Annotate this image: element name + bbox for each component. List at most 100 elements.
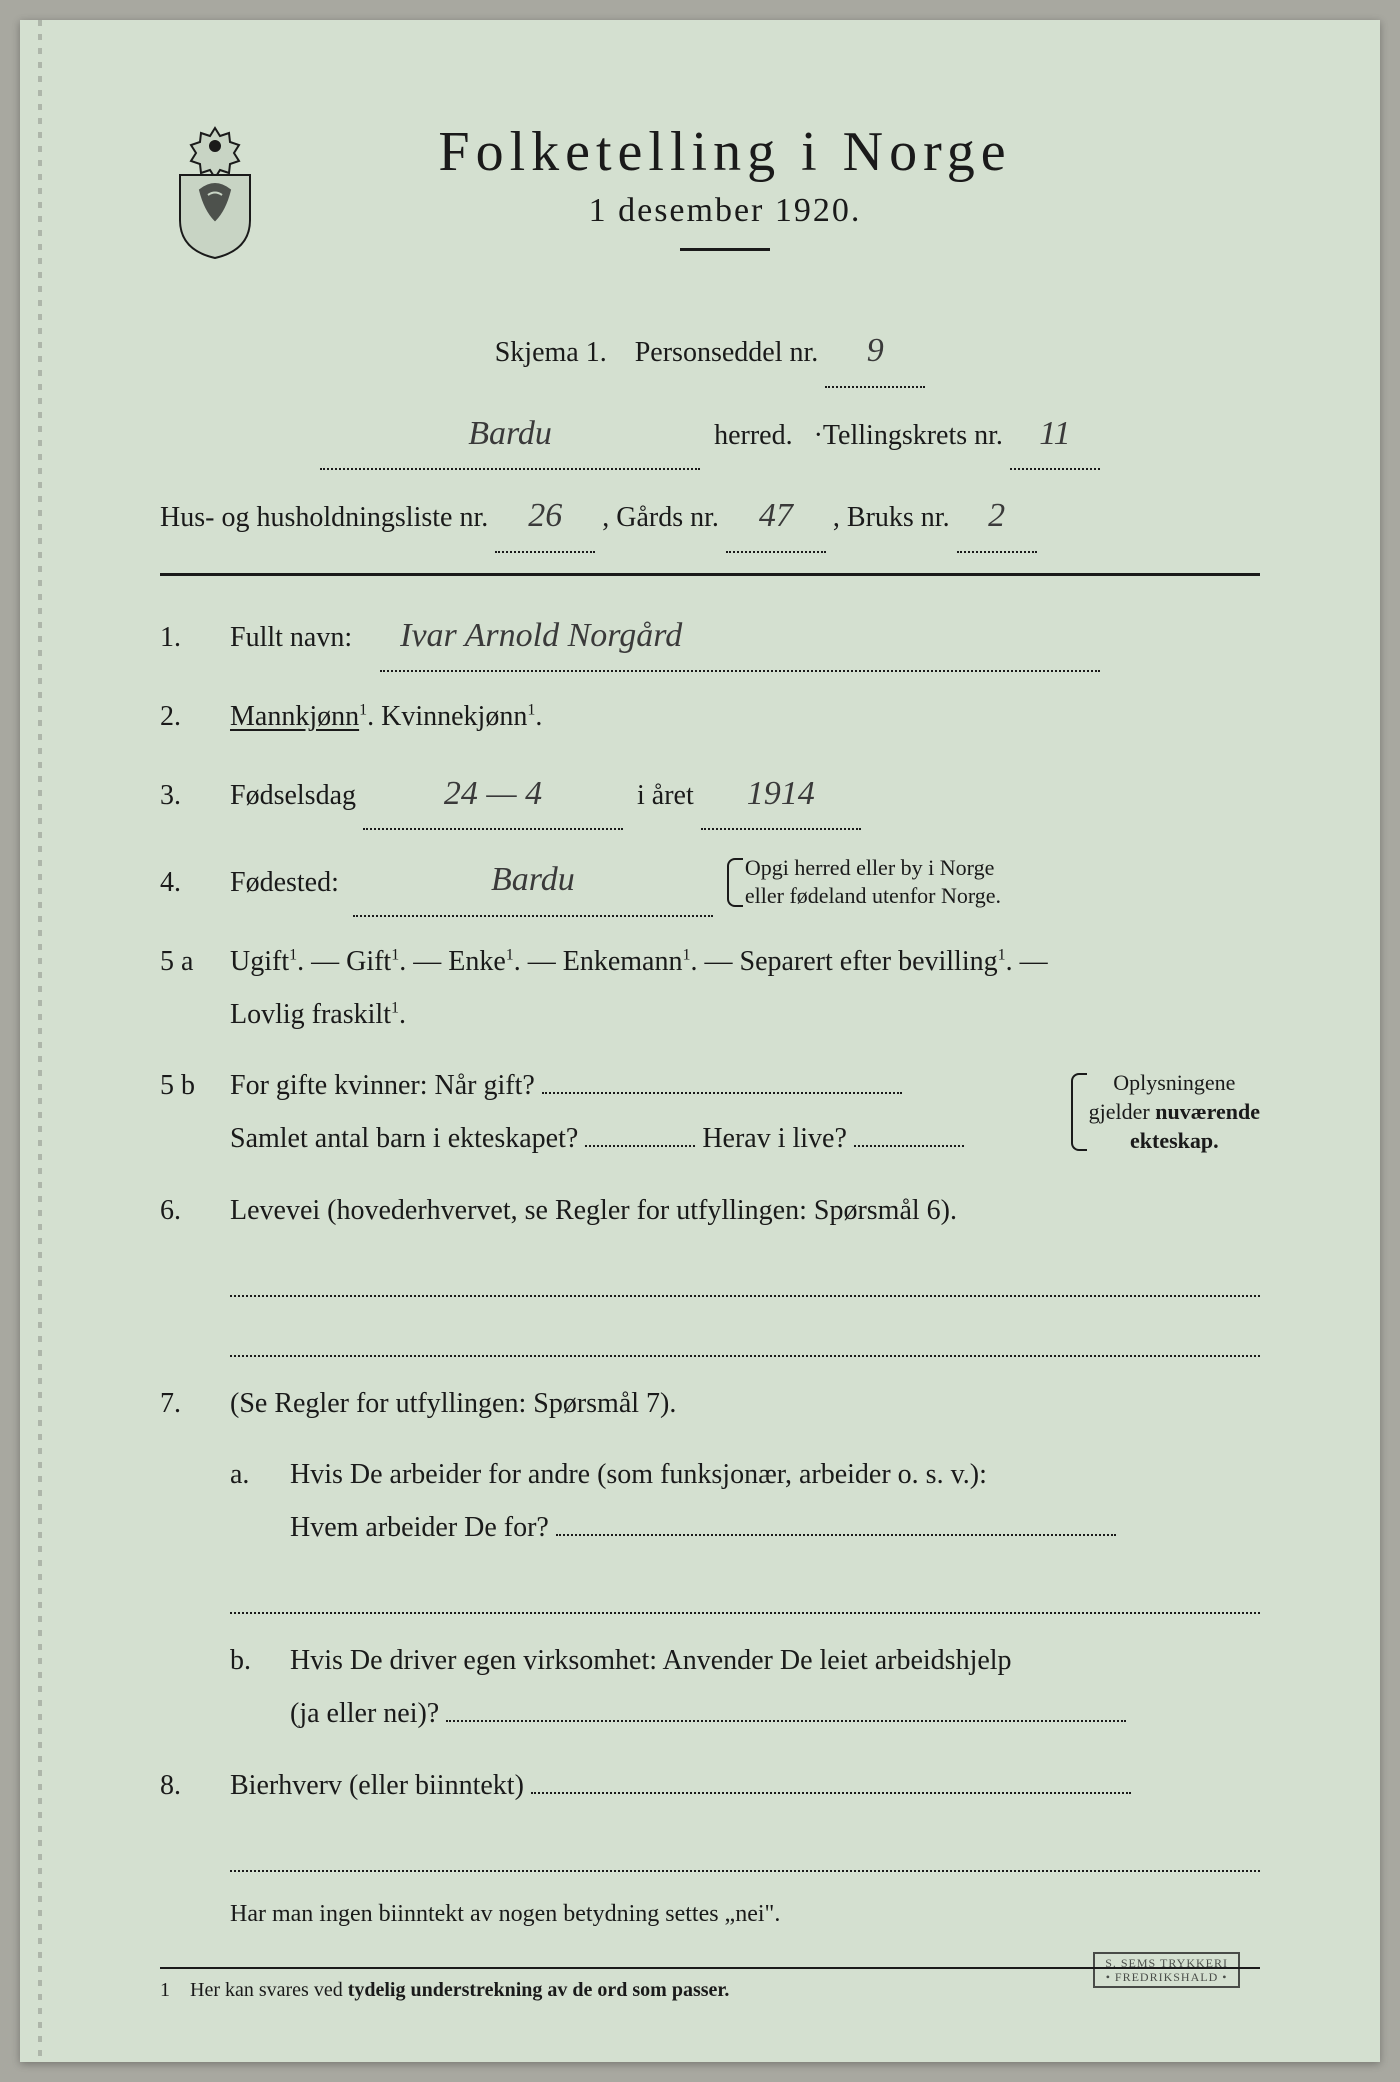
q7a-fill — [556, 1532, 1116, 1536]
q5b-note2: gjelder — [1089, 1099, 1156, 1124]
q4: 4. Fødested: Bardu Opgi herred eller by … — [160, 848, 1260, 917]
q5a-dash: . — — [1006, 946, 1048, 977]
herred-label: herred. — [714, 420, 793, 451]
q6-fill-1 — [230, 1257, 1260, 1297]
q7-text: (Se Regler for utfyllingen: Spørsmål 7). — [230, 1377, 1260, 1430]
q1-label: Fullt navn: — [230, 622, 352, 653]
q4-note1: Opgi herred eller by i Norge — [745, 855, 994, 880]
q4-label: Fødested: — [230, 856, 339, 909]
q5b-ilive — [854, 1143, 964, 1147]
q8-num: 8. — [160, 1759, 210, 1812]
q5a-enke: . — Enke — [399, 946, 506, 977]
gards-nr: 47 — [726, 484, 826, 553]
q1: 1. Fullt navn: Ivar Arnold Norgård — [160, 604, 1260, 673]
herred-line: Bardu herred. ·Tellingskrets nr. 11 — [160, 402, 1260, 471]
q5a-enkemann: . — Enkemann — [514, 946, 683, 977]
gards-label: , Gårds nr. — [602, 502, 719, 533]
q7a-fill-2 — [230, 1574, 1260, 1614]
q4-note2: eller fødeland utenfor Norge. — [745, 883, 1001, 908]
q7b: b. Hvis De driver egen virksomhet: Anven… — [230, 1634, 1260, 1740]
q2-mann: Mannkjønn — [230, 701, 359, 732]
subtitle: 1 desember 1920. — [300, 192, 1150, 230]
q5a-s4: 1 — [683, 946, 691, 963]
herred-value: Bardu — [320, 402, 700, 471]
coat-of-arms-icon — [160, 120, 270, 260]
title-block: Folketelling i Norge 1 desember 1920. — [300, 120, 1260, 279]
q7b-line1: Hvis De driver egen virksomhet: Anvender… — [290, 1645, 1012, 1676]
q6-text: Levevei (hovederhvervet, se Regler for u… — [230, 1184, 1260, 1237]
q4-note: Opgi herred eller by i Norge eller fødel… — [727, 854, 1001, 911]
census-form-page: Folketelling i Norge 1 desember 1920. Sk… — [20, 20, 1380, 2062]
q3: 3. Fødselsdag 24 — 4 i året 1914 — [160, 762, 1260, 831]
hus-line: Hus- og husholdningsliste nr. 26 , Gårds… — [160, 484, 1260, 553]
q7-num: 7. — [160, 1377, 210, 1430]
q3-label: Fødselsdag — [230, 780, 356, 811]
q6-num: 6. — [160, 1184, 210, 1237]
q5a-s1: 1 — [289, 946, 297, 963]
q5b-line2a: Samlet antal barn i ekteskapet? — [230, 1123, 578, 1154]
header: Folketelling i Norge 1 desember 1920. — [160, 120, 1260, 279]
q5a-fraskilt: Lovlig fraskilt — [230, 999, 391, 1030]
q7a-line1: Hvis De arbeider for andre (som funksjon… — [290, 1459, 987, 1490]
q7b-num: b. — [230, 1634, 270, 1687]
q5b-note1: Oplysningene — [1113, 1070, 1235, 1095]
q5b-num: 5 b — [160, 1059, 210, 1112]
q5a-ugift: Ugift — [230, 946, 289, 977]
q5a-num: 5 a — [160, 935, 210, 988]
q1-value: Ivar Arnold Norgård — [380, 604, 1100, 673]
bruks-label: , Bruks nr. — [833, 502, 950, 533]
q5b-barn — [585, 1143, 695, 1147]
section-divider — [160, 573, 1260, 576]
q7a: a. Hvis De arbeider for andre (som funks… — [230, 1448, 1260, 1554]
personseddel-nr: 9 — [825, 319, 925, 388]
q3-day: 24 — 4 — [363, 762, 623, 831]
q1-num: 1. — [160, 611, 210, 664]
title-divider — [680, 248, 770, 251]
q2-num: 2. — [160, 690, 210, 743]
schema-label-a: Skjema 1. — [495, 337, 607, 368]
q8-label: Bierhverv (eller biinntekt) — [230, 1770, 524, 1801]
q5b-line2b: Herav i live? — [702, 1123, 847, 1154]
q7b-line2: (ja eller nei)? — [290, 1698, 439, 1729]
q2: 2. Mannkjønn1. Kvinnekjønn1. — [160, 690, 1260, 743]
q5b-line1: For gifte kvinner: Når gift? — [230, 1070, 535, 1101]
q2-sup1: 1 — [359, 702, 367, 719]
q5a-s3: 1 — [506, 946, 514, 963]
q2-kvinne: . Kvinnekjønn — [367, 701, 527, 732]
bottom-note: Har man ingen biinntekt av nogen betydni… — [230, 1892, 1260, 1938]
q3-year: 1914 — [701, 762, 861, 831]
stamp-l1: S. SEMS TRYKKERI — [1105, 1956, 1228, 1970]
bruks-nr: 2 — [957, 484, 1037, 553]
husliste-label: Hus- og husholdningsliste nr. — [160, 502, 488, 533]
tellingskrets-nr: 11 — [1010, 402, 1100, 471]
q6-fill-2 — [230, 1317, 1260, 1357]
q7a-line2: Hvem arbeider De for? — [290, 1512, 549, 1543]
footnote-num: 1 — [160, 1979, 170, 2002]
stamp-l2: • FREDRIKSHALD • — [1106, 1970, 1228, 1984]
q2-sup2: 1 — [527, 702, 535, 719]
q4-num: 4. — [160, 856, 210, 909]
q5a-s5: 1 — [998, 946, 1006, 963]
q5a-separert: . — Separert efter bevilling — [691, 946, 998, 977]
q3-mid: i året — [637, 780, 694, 811]
q5b-note: Oplysningene gjelder nuværende ekteskap. — [1071, 1069, 1260, 1155]
q5b: 5 b For gifte kvinner: Når gift? Samlet … — [160, 1059, 1260, 1165]
printer-stamp: S. SEMS TRYKKERI • FREDRIKSHALD • — [1093, 1952, 1240, 1989]
q8-fill-2 — [230, 1832, 1260, 1872]
q4-value: Bardu — [353, 848, 713, 917]
q5a: 5 a Ugift1. — Gift1. — Enke1. — Enkemann… — [160, 935, 1260, 1041]
q7: 7. (Se Regler for utfyllingen: Spørsmål … — [160, 1377, 1260, 1430]
q8-fill — [531, 1790, 1131, 1794]
q8: 8. Bierhverv (eller biinntekt) — [160, 1759, 1260, 1812]
q5a-s6: 1 — [391, 1000, 399, 1017]
q6: 6. Levevei (hovederhvervet, se Regler fo… — [160, 1184, 1260, 1237]
q7b-fill — [446, 1718, 1126, 1722]
q5a-gift: . — Gift — [297, 946, 391, 977]
q5b-note2b: nuværende — [1155, 1099, 1260, 1124]
q5b-gift-year — [542, 1090, 902, 1094]
schema-label-b: Personseddel nr. — [635, 337, 819, 368]
schema-line: Skjema 1. Personseddel nr. 9 — [160, 319, 1260, 388]
q5b-note3: ekteskap. — [1130, 1128, 1219, 1153]
husliste-nr: 26 — [495, 484, 595, 553]
footnote-text: Her kan svares ved tydelig understreknin… — [190, 1979, 729, 2002]
